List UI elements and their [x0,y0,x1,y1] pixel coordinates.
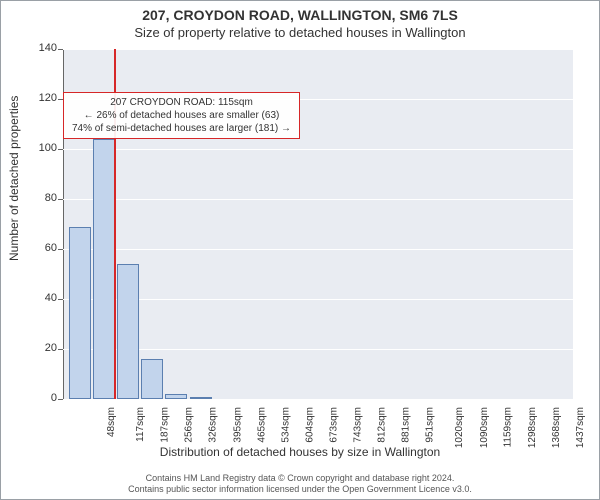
attribution-line: Contains HM Land Registry data © Crown c… [1,473,599,484]
x-tick-label: 395sqm [232,407,243,443]
gridline [63,149,573,150]
x-tick-label: 187sqm [160,407,171,443]
y-tick-label: 80 [27,192,57,204]
x-tick-label: 117sqm [135,407,146,442]
y-axis-label: Number of detached properties [7,96,21,261]
y-tick-label: 100 [27,142,57,154]
x-tick-label: 812sqm [377,407,388,443]
info-box-line: 74% of semi-detached houses are larger (… [72,122,291,135]
x-tick-label: 881sqm [401,407,412,443]
histogram-bar [190,397,212,400]
x-tick-label: 534sqm [280,407,291,443]
gridline [63,49,573,50]
x-tick-label: 1020sqm [455,407,466,448]
y-tick-label: 140 [27,42,57,54]
x-tick-label: 256sqm [184,407,195,443]
chart-subtitle: Size of property relative to detached ho… [1,25,599,40]
x-tick-label: 673sqm [328,407,339,443]
y-tick-label: 20 [27,342,57,354]
y-tick-label: 60 [27,242,57,254]
x-axis-label: Distribution of detached houses by size … [1,445,599,459]
x-tick-label: 465sqm [256,407,267,443]
y-tick-label: 120 [27,92,57,104]
x-tick-label: 951sqm [425,407,436,443]
x-tick-label: 1368sqm [551,407,562,448]
y-tick-label: 40 [27,292,57,304]
x-tick-label: 326sqm [208,407,219,443]
histogram-bar [93,139,115,399]
plot-area: 02040608010012014048sqm117sqm187sqm256sq… [63,49,573,399]
info-box-line: 207 CROYDON ROAD: 115sqm [72,96,291,109]
histogram-bar [117,264,139,399]
gridline [63,399,573,400]
x-tick-label: 743sqm [353,407,364,443]
x-tick-label: 1159sqm [502,407,513,447]
y-tick-label: 0 [27,392,57,404]
histogram-bar [69,227,91,400]
gridline [63,349,573,350]
attribution-line: Contains public sector information licen… [1,484,599,495]
x-tick-label: 604sqm [304,407,315,443]
attribution: Contains HM Land Registry data © Crown c… [1,473,599,495]
gridline [63,249,573,250]
gridline [63,299,573,300]
gridline [63,199,573,200]
x-tick-label: 1437sqm [575,407,586,448]
histogram-bar [141,359,163,399]
property-info-box: 207 CROYDON ROAD: 115sqm← 26% of detache… [63,92,300,139]
chart-frame: 207, CROYDON ROAD, WALLINGTON, SM6 7LS S… [0,0,600,500]
info-box-line: ← 26% of detached houses are smaller (63… [72,109,291,122]
x-tick-label: 1298sqm [527,407,538,448]
histogram-bar [165,394,187,399]
x-tick-label: 48sqm [106,407,117,437]
page-title: 207, CROYDON ROAD, WALLINGTON, SM6 7LS [1,7,599,23]
x-tick-label: 1090sqm [479,407,490,448]
